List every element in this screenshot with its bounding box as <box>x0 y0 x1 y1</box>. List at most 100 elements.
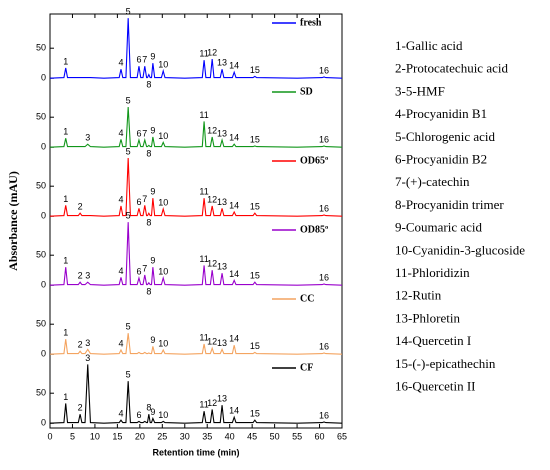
peak-label: 3 <box>85 353 90 363</box>
peak-label: 14 <box>229 334 239 344</box>
peak-label: 14 <box>229 133 239 143</box>
compound-label: 1-Gallic acid <box>395 38 463 53</box>
peak-label: 5 <box>126 322 131 332</box>
plot-frame <box>49 13 343 429</box>
trace <box>49 364 343 424</box>
compound-label: 3-5-HMF <box>395 83 445 98</box>
compound-label: 15-(-)-epicathechin <box>395 356 496 371</box>
y-tick-label: 50 <box>36 181 46 191</box>
peak-label: 2 <box>78 202 83 212</box>
peak-label: 2 <box>78 403 83 413</box>
x-tick-label: 35 <box>202 431 212 441</box>
peak-label: 15 <box>250 134 260 144</box>
peak-label: 15 <box>250 202 260 212</box>
compound-label: 6-Procyanidin B2 <box>395 151 487 166</box>
y-tick-label: 0 <box>41 349 46 359</box>
peak-label: 16 <box>319 65 329 75</box>
y-tick-label: 0 <box>41 418 46 428</box>
y-tick-label: 0 <box>41 142 46 152</box>
peak-label: 10 <box>158 266 168 276</box>
peak-label: 7 <box>142 263 147 273</box>
compound-label: 8-Procyanidin trimer <box>395 197 504 212</box>
peak-label: 15 <box>250 65 260 75</box>
compound-label: 11-Phloridizin <box>395 265 470 280</box>
peak-label: 16 <box>319 272 329 282</box>
peak-label: 12 <box>207 259 217 269</box>
y-tick-label: 50 <box>36 388 46 398</box>
peak-label: 3 <box>85 271 90 281</box>
peak-label: 4 <box>118 128 123 138</box>
peak-label: 9 <box>150 52 155 62</box>
peak-label: 12 <box>207 337 217 347</box>
compound-label: 5-Chlorogenic acid <box>395 129 495 144</box>
peak-label: 6 <box>136 266 141 276</box>
y-tick-label: 50 <box>36 43 46 53</box>
peak-label: 11 <box>199 400 208 410</box>
peak-label: 10 <box>158 197 168 207</box>
compound-label: 4-Procyanidin B1 <box>395 106 487 121</box>
y-tick-label: 50 <box>36 319 46 329</box>
x-tick-label: 5 <box>70 431 75 441</box>
x-tick-label: 40 <box>225 431 235 441</box>
peak-label: 13 <box>217 197 227 207</box>
peak-label: 14 <box>229 406 239 416</box>
peak-label: 9 <box>150 125 155 135</box>
peak-label: 1 <box>63 256 68 266</box>
x-tick-label: 30 <box>180 431 190 441</box>
peak-label: 16 <box>319 341 329 351</box>
peak-label: 3 <box>85 338 90 348</box>
x-axis-label: Retention time (min) <box>153 447 240 457</box>
peak-label: 10 <box>158 410 168 420</box>
compound-label: 10-Cyanidin-3-glucoside <box>395 242 525 257</box>
y-axis-label: Absorbance (mAU) <box>6 171 20 271</box>
peak-label: 16 <box>319 134 329 144</box>
x-tick-label: 60 <box>315 431 325 441</box>
peak-label: 8 <box>146 287 151 297</box>
peak-label: 11 <box>199 254 208 264</box>
compound-label: 13-Phloretin <box>395 310 460 325</box>
peak-label: 7 <box>142 194 147 204</box>
peak-label: 6 <box>136 55 141 65</box>
peak-label: 8 <box>146 80 151 90</box>
peak-label: 8 <box>146 218 151 228</box>
peak-label: 12 <box>207 125 217 135</box>
legend-label: CC <box>300 293 314 304</box>
peak-label: 6 <box>136 128 141 138</box>
peak-label: 9 <box>150 335 155 345</box>
peak-label: 4 <box>118 409 123 419</box>
peak-label: 10 <box>158 131 168 141</box>
peak-label: 4 <box>118 338 123 348</box>
peak-label: 9 <box>150 256 155 266</box>
y-tick-label: 50 <box>36 250 46 260</box>
peak-label: 5 <box>126 95 131 105</box>
x-tick-label: 20 <box>135 431 145 441</box>
y-tick-label: 0 <box>41 211 46 221</box>
compound-label: 14-Quercetin I <box>395 333 471 348</box>
trace <box>49 106 343 148</box>
peak-label: 5 <box>126 7 131 17</box>
y-tick-label: 0 <box>41 280 46 290</box>
peak-label: 5 <box>126 370 131 380</box>
peak-label: 10 <box>158 59 168 69</box>
trace <box>49 18 343 79</box>
trace <box>49 222 343 286</box>
compound-label: 16-Quercetin II <box>395 378 476 393</box>
x-tick-label: 65 <box>337 431 347 441</box>
peak-label: 13 <box>217 262 227 272</box>
peak-label: 10 <box>158 338 168 348</box>
compound-label: 9-Coumaric acid <box>395 220 482 235</box>
peak-label: 1 <box>63 328 68 338</box>
legend-label: OD85º <box>300 224 329 235</box>
peak-label: 13 <box>217 128 227 138</box>
trace <box>49 333 343 355</box>
legend-label: fresh <box>300 17 322 28</box>
peak-label: 13 <box>217 58 227 68</box>
peak-label: 4 <box>118 58 123 68</box>
peak-label: 4 <box>118 266 123 276</box>
peak-label: 8 <box>146 403 151 413</box>
peak-label: 1 <box>63 56 68 66</box>
peak-label: 14 <box>229 61 239 71</box>
peak-label: 16 <box>319 203 329 213</box>
peak-label: 1 <box>63 392 68 402</box>
peak-label: 12 <box>207 398 217 408</box>
